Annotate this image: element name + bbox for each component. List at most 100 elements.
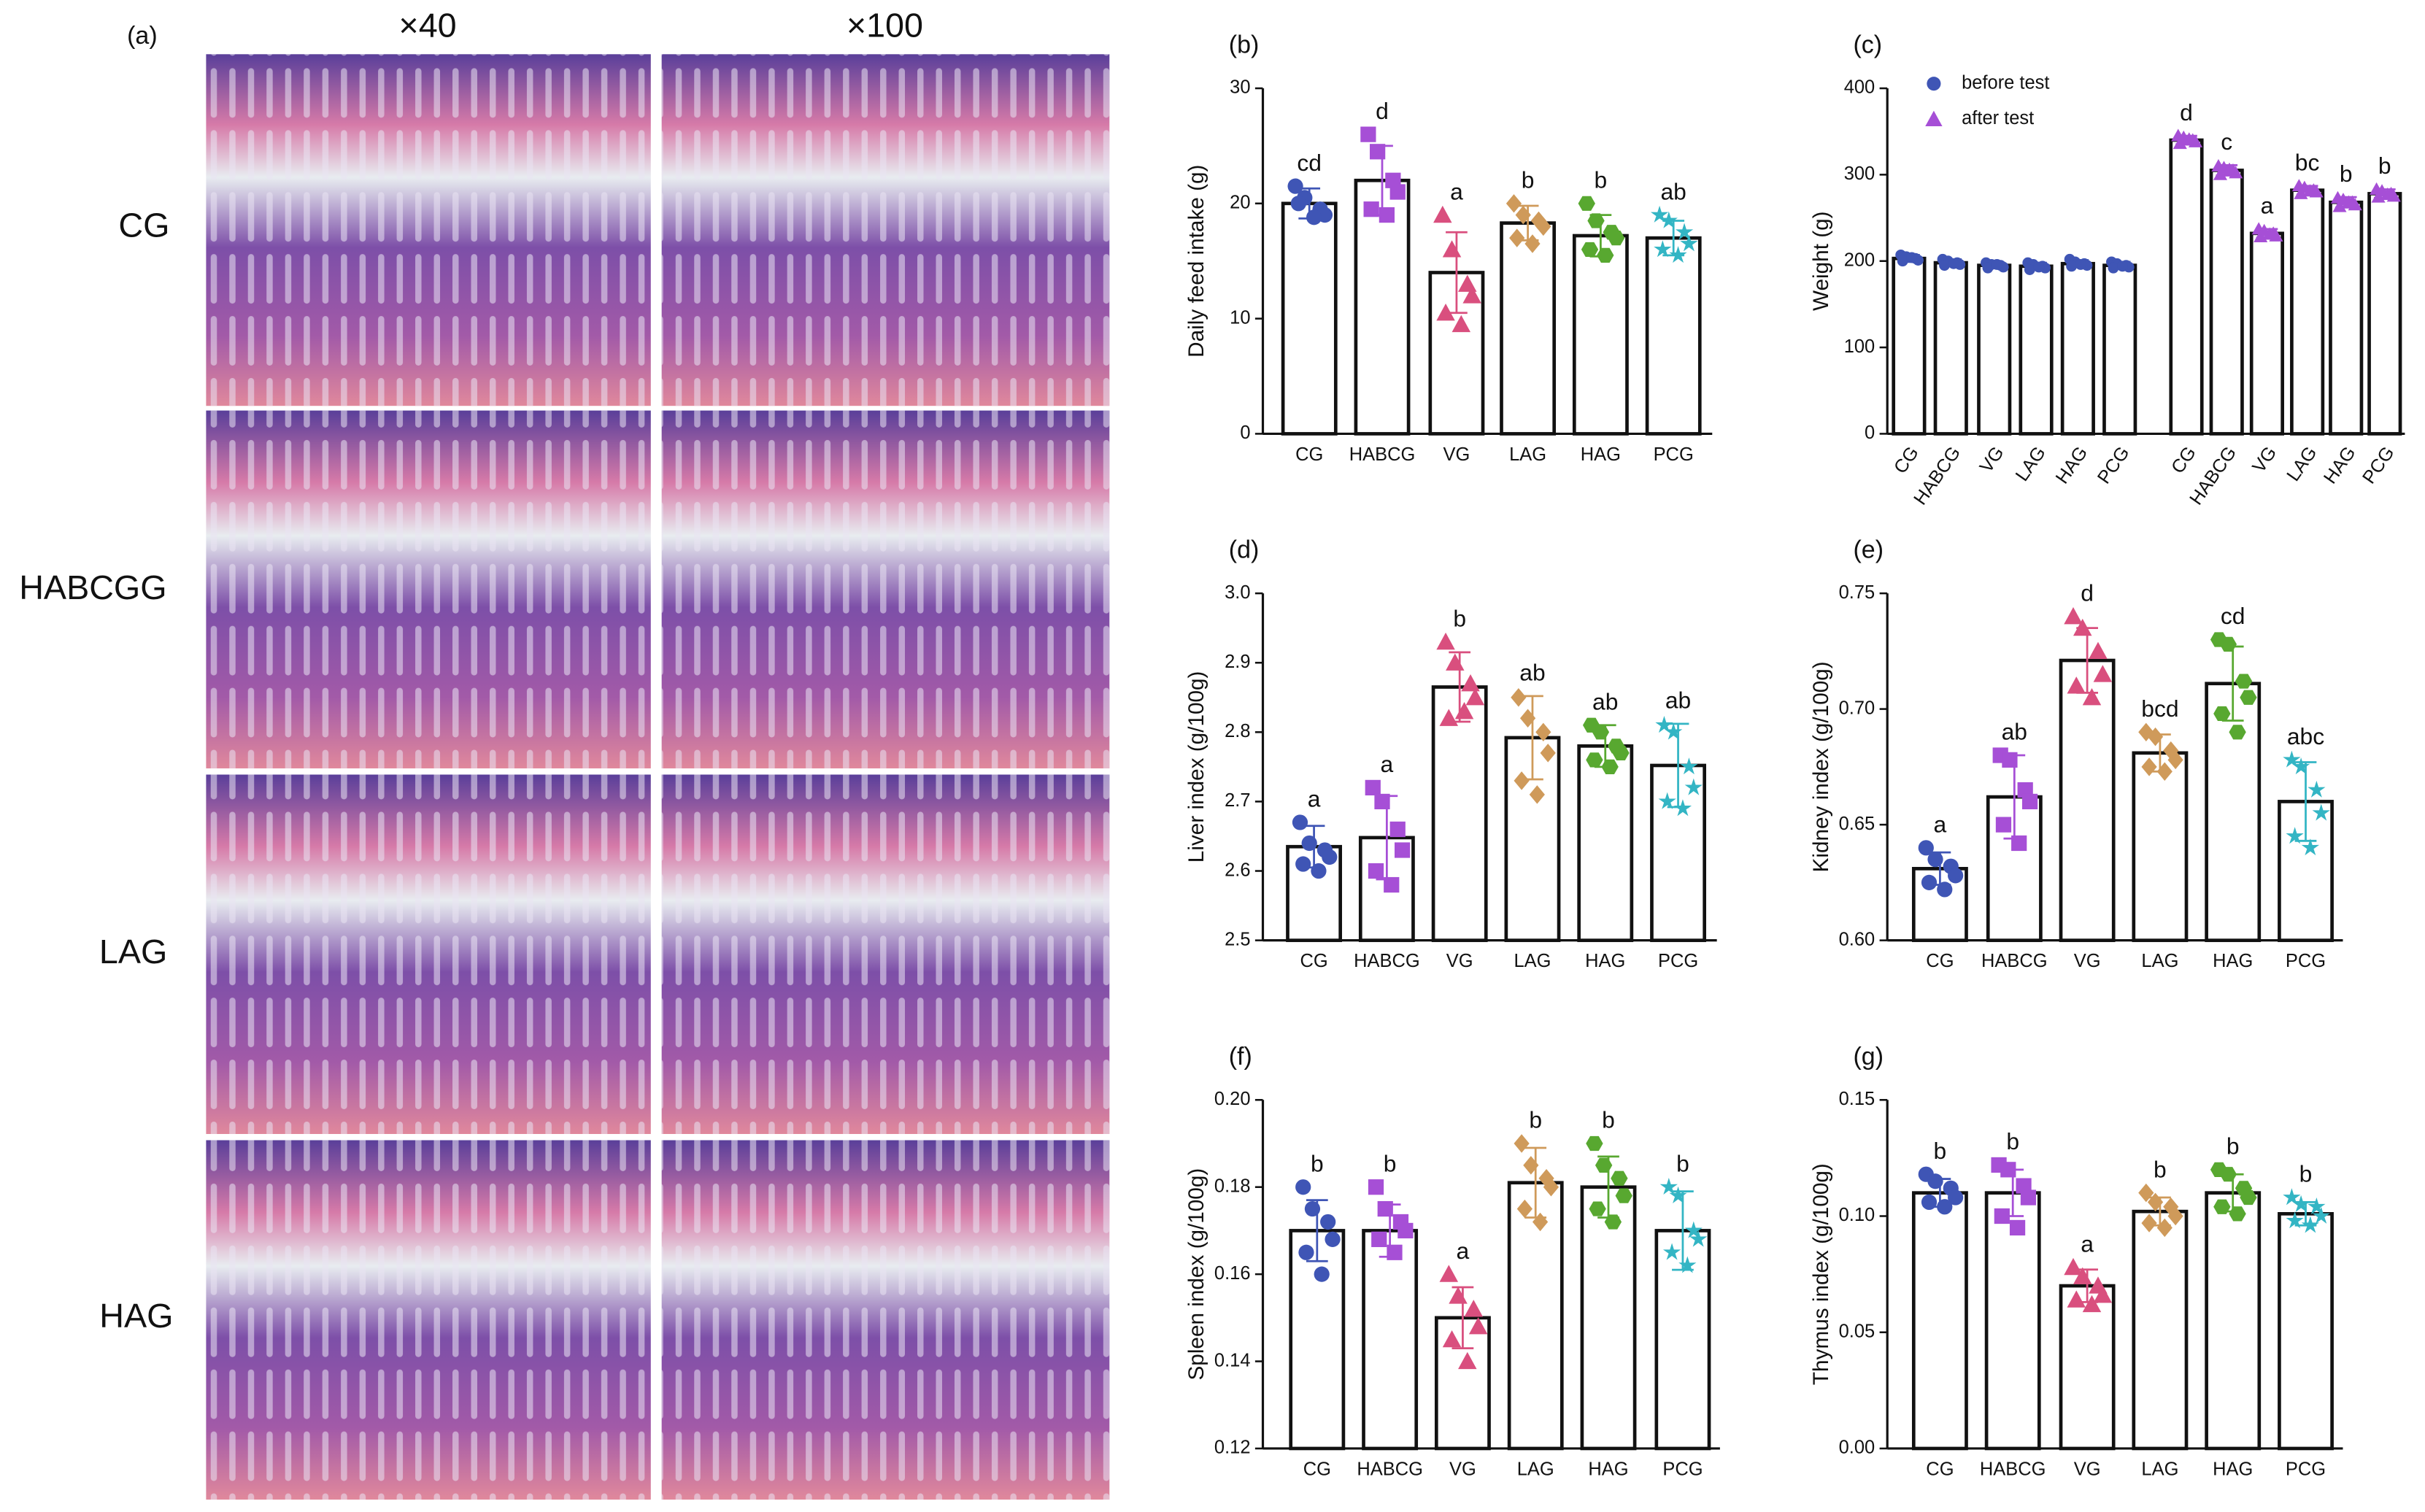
data-point bbox=[2082, 1295, 2102, 1313]
bar bbox=[2205, 682, 2262, 942]
data-point bbox=[1523, 1156, 1539, 1175]
chart-title: (e) bbox=[1853, 536, 1884, 564]
data-point bbox=[1439, 709, 1459, 726]
data-point bbox=[2173, 136, 2187, 150]
data-point bbox=[2312, 803, 2330, 821]
data-point bbox=[1436, 632, 1455, 650]
data-point bbox=[1368, 1179, 1384, 1195]
bar bbox=[2290, 188, 2325, 436]
x-tick-label: VG bbox=[1443, 444, 1470, 465]
bar bbox=[2060, 261, 2095, 436]
y-tick-label: 0 bbox=[1240, 423, 1250, 443]
data-point bbox=[1684, 778, 1703, 795]
data-point bbox=[2286, 1211, 2304, 1229]
y-tick-label: 2.6 bbox=[1225, 860, 1250, 880]
data-point bbox=[1439, 1265, 1459, 1282]
bar bbox=[1281, 201, 1338, 436]
data-point bbox=[2229, 1206, 2246, 1222]
data-point bbox=[1659, 211, 1678, 228]
data-point bbox=[1442, 240, 1462, 258]
data-point bbox=[1897, 255, 1908, 267]
significance-letter: d bbox=[2180, 99, 2193, 126]
data-point bbox=[1939, 260, 1950, 271]
y-tick-label: 2.9 bbox=[1225, 652, 1250, 672]
data-point bbox=[1363, 201, 1379, 217]
bar bbox=[1572, 234, 1629, 436]
data-point bbox=[2073, 618, 2092, 636]
data-point bbox=[1287, 178, 1303, 194]
data-point bbox=[1906, 252, 1918, 263]
data-point bbox=[1368, 863, 1384, 879]
x-tick-label: CG bbox=[1890, 443, 1923, 477]
data-point bbox=[2213, 167, 2228, 180]
y-tick-label: 300 bbox=[1844, 163, 1875, 184]
x-tick-label: VG bbox=[2248, 443, 2281, 477]
data-point bbox=[1465, 688, 1485, 706]
x-tick-label: CG bbox=[1303, 1459, 1331, 1479]
data-point bbox=[1458, 1351, 1477, 1370]
bar bbox=[2329, 200, 2364, 436]
data-point bbox=[1290, 196, 1306, 212]
y-tick-label: 0.00 bbox=[1839, 1438, 1875, 1458]
data-point bbox=[1601, 759, 1619, 774]
significance-letter: ab bbox=[1665, 687, 1691, 714]
bar bbox=[2367, 192, 2402, 436]
micrograph-texture bbox=[661, 774, 1110, 1134]
data-point bbox=[2002, 752, 2018, 768]
data-point bbox=[2283, 1188, 2301, 1206]
data-point bbox=[2066, 261, 2078, 272]
data-point bbox=[1586, 1135, 1603, 1152]
data-point bbox=[1673, 799, 1692, 817]
significance-letter: b bbox=[1934, 1138, 1947, 1164]
bar bbox=[2278, 1211, 2334, 1451]
y-axis-label: Daily feed intake (g) bbox=[1184, 165, 1208, 358]
data-point bbox=[2240, 690, 2257, 705]
data-point bbox=[1937, 1199, 1953, 1215]
data-point bbox=[2229, 725, 2246, 740]
data-point bbox=[1669, 1186, 1687, 1203]
data-point bbox=[1442, 1330, 1462, 1348]
bar bbox=[2059, 658, 2116, 942]
x-tick-label: HABCG bbox=[1354, 951, 1420, 971]
data-point bbox=[1918, 840, 1934, 856]
bar bbox=[2169, 138, 2204, 436]
bar bbox=[1911, 1191, 1968, 1451]
data-point bbox=[1927, 77, 1941, 91]
y-tick-label: 400 bbox=[1844, 77, 1875, 98]
y-tick-label: 0.65 bbox=[1839, 814, 1875, 834]
data-point bbox=[1680, 757, 1698, 775]
data-point bbox=[2301, 1216, 2319, 1233]
data-point bbox=[2156, 1218, 2173, 1238]
y-tick-label: 0.12 bbox=[1214, 1438, 1251, 1458]
data-point bbox=[1468, 1317, 1488, 1335]
data-point bbox=[1370, 144, 1386, 160]
data-point bbox=[2020, 1189, 2037, 1206]
data-point bbox=[1595, 1157, 1613, 1173]
significance-letter: a bbox=[2081, 1230, 2094, 1257]
bar bbox=[2205, 1191, 2262, 1451]
data-point bbox=[1662, 1243, 1681, 1260]
data-point bbox=[1301, 835, 1317, 852]
data-point bbox=[1306, 209, 1322, 225]
data-point bbox=[1665, 722, 1683, 740]
data-point bbox=[1607, 231, 1625, 246]
data-point bbox=[1365, 779, 1381, 796]
data-point bbox=[2147, 1192, 2164, 1212]
significance-letter: b bbox=[1453, 605, 1466, 631]
data-point bbox=[1675, 223, 1694, 240]
data-point bbox=[1360, 126, 1376, 142]
y-tick-label: 0.15 bbox=[1839, 1089, 1875, 1109]
data-point bbox=[2213, 706, 2231, 722]
data-point bbox=[2219, 636, 2237, 652]
x-tick-label: CG bbox=[1926, 1459, 1954, 1479]
x-tick-label: HAG bbox=[1588, 1459, 1628, 1479]
y-tick-label: 0.16 bbox=[1214, 1263, 1251, 1284]
data-point bbox=[1394, 842, 1411, 858]
data-point bbox=[1921, 874, 1938, 890]
micrograph-texture bbox=[661, 410, 1110, 768]
data-point bbox=[1937, 882, 1953, 898]
data-point bbox=[2141, 757, 2157, 776]
data-point bbox=[2308, 780, 2326, 798]
data-point bbox=[1464, 1300, 1484, 1317]
data-point bbox=[1586, 752, 1603, 768]
